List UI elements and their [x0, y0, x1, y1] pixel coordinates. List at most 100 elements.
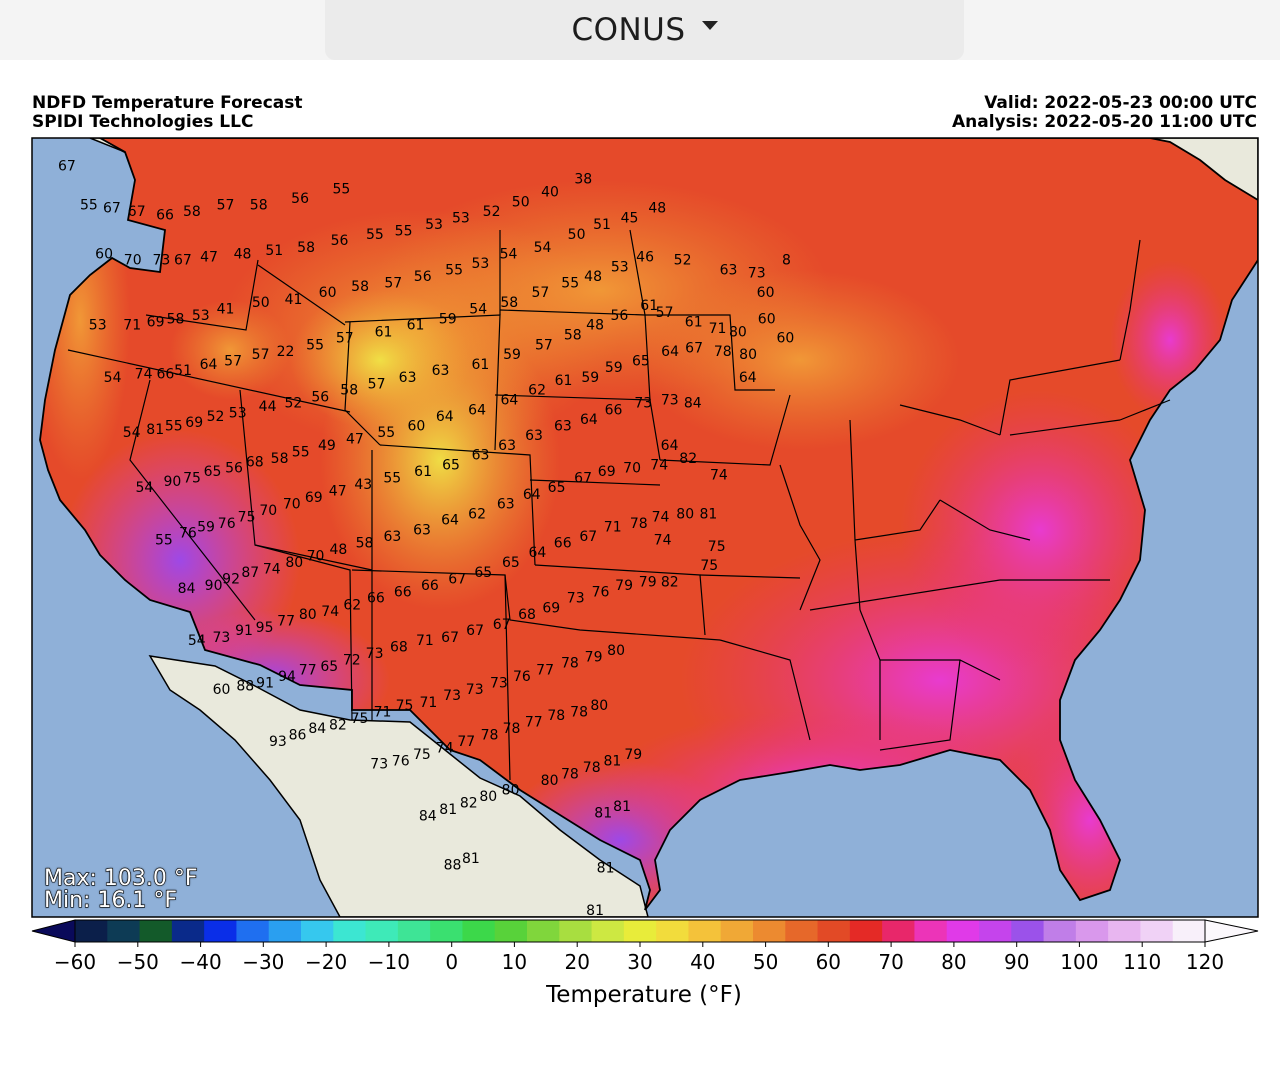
temperature-label: 53 — [452, 211, 470, 227]
temperature-label: 66 — [421, 578, 439, 594]
temperature-label: 75 — [413, 747, 431, 763]
temperature-label: 50 — [252, 295, 270, 311]
temperature-label: 53 — [425, 217, 443, 233]
map-figure: NDFD Temperature Forecast SPIDI Technolo… — [0, 60, 1280, 1083]
temperature-label: 55 — [80, 198, 98, 214]
temperature-label: 55 — [561, 276, 579, 292]
colorbar-segment — [1075, 920, 1109, 942]
temperature-label: 65 — [502, 555, 520, 571]
colorbar-segment — [268, 920, 302, 942]
temperature-label: 76 — [179, 526, 197, 542]
temperature-label: 68 — [390, 640, 408, 656]
temperature-label: 73 — [567, 591, 585, 607]
temperature-label: 60 — [758, 311, 776, 327]
temperature-label: 66 — [367, 591, 385, 607]
temperature-label: 41 — [285, 292, 303, 308]
temperature-label: 73 — [443, 688, 461, 704]
temperature-label: 64 — [200, 357, 218, 373]
colorbar-over-arrow — [1204, 919, 1259, 943]
temperature-label: 80 — [590, 698, 608, 714]
temperature-label: 75 — [183, 471, 201, 487]
temperature-label: 55 — [292, 445, 310, 461]
temperature-label: 70 — [623, 461, 641, 477]
temperature-label: 57 — [336, 331, 354, 347]
temperature-label: 80 — [502, 783, 520, 799]
temperature-label: 55 — [332, 181, 350, 197]
temperature-label: 57 — [252, 347, 270, 363]
temperature-label: 70 — [124, 253, 142, 269]
colorbar-segment — [139, 920, 173, 942]
temperature-label: 64 — [523, 487, 541, 503]
temperature-label: 54 — [534, 240, 552, 256]
temperature-label: 86 — [289, 727, 307, 743]
colorbar-segment — [623, 920, 657, 942]
colorbar-segment — [301, 920, 334, 942]
temperature-label: 78 — [570, 705, 588, 721]
temperature-label: 80 — [479, 789, 497, 805]
temperature-label: 76 — [513, 669, 531, 685]
temperature-label: 57 — [656, 305, 674, 321]
temperature-label: 54 — [500, 246, 518, 262]
temperature-label: 57 — [384, 276, 402, 292]
temperature-label: 48 — [584, 269, 602, 285]
temperature-label: 55 — [383, 471, 401, 487]
temperature-label: 75 — [700, 558, 718, 574]
temperature-label: 81 — [597, 861, 615, 877]
colorbar-segment — [1043, 920, 1077, 942]
colorbar-segment — [527, 920, 560, 942]
temperature-label: 71 — [419, 695, 437, 711]
temperature-label: 67 — [579, 529, 597, 545]
colorbar-tick-label: −40 — [179, 950, 221, 974]
temperature-label: 45 — [621, 211, 639, 227]
colorbar-tick-label: −50 — [117, 950, 159, 974]
temperature-label: 70 — [259, 503, 277, 519]
temperature-label: 80 — [299, 607, 317, 623]
mexico-land — [148, 655, 649, 917]
temperature-label: 56 — [331, 233, 349, 249]
temperature-label: 58 — [564, 328, 582, 344]
temperature-label: 67 — [493, 617, 511, 633]
temperature-label: 67 — [103, 201, 121, 217]
temperature-label: 63 — [497, 497, 515, 513]
temperature-label: 88 — [236, 679, 254, 695]
colorbar-segment — [849, 920, 883, 942]
temperature-label: 67 — [58, 159, 76, 175]
temperature-label: 52 — [284, 396, 302, 412]
temperature-label: 64 — [436, 409, 454, 425]
temperature-label: 62 — [528, 383, 546, 399]
temperature-label: 58 — [351, 279, 369, 295]
colorbar-segment — [656, 920, 689, 942]
temperature-label: 77 — [525, 714, 543, 730]
temperature-label: 67 — [448, 571, 466, 587]
temperature-label: 56 — [610, 308, 628, 324]
temperature-label: 69 — [147, 315, 165, 331]
temperature-label: 81 — [439, 802, 457, 818]
colorbar-segment — [494, 920, 528, 942]
region-selector[interactable]: CONUS — [325, 0, 964, 60]
temperature-label: 52 — [207, 409, 225, 425]
temperature-label: 67 — [441, 630, 459, 646]
temperature-label: 80 — [739, 347, 757, 363]
temperature-label: 68 — [518, 607, 536, 623]
temperature-label: 57 — [535, 337, 553, 353]
temperature-label: 47 — [329, 484, 347, 500]
temperature-label: 63 — [525, 428, 543, 444]
temperature-label: 55 — [155, 532, 173, 548]
min-temperature: Min: 16.1 °F — [43, 888, 178, 913]
temperature-label: 56 — [311, 389, 329, 405]
temperature-label: 61 — [555, 373, 573, 389]
temperature-label: 61 — [471, 357, 489, 373]
temperature-label: 53 — [471, 256, 489, 272]
temperature-label: 84 — [178, 581, 196, 597]
temperature-label: 78 — [481, 727, 499, 743]
temperature-label: 76 — [592, 584, 610, 600]
temperature-label: 77 — [457, 734, 475, 750]
map-header-left: NDFD Temperature Forecast SPIDI Technolo… — [32, 94, 303, 132]
temperature-label: 48 — [329, 542, 347, 558]
temperature-label: 58 — [297, 240, 315, 256]
temperature-label: 60 — [319, 285, 337, 301]
temperature-label: 58 — [500, 295, 518, 311]
temperature-label: 69 — [542, 601, 560, 617]
temperature-label: 62 — [343, 597, 361, 613]
